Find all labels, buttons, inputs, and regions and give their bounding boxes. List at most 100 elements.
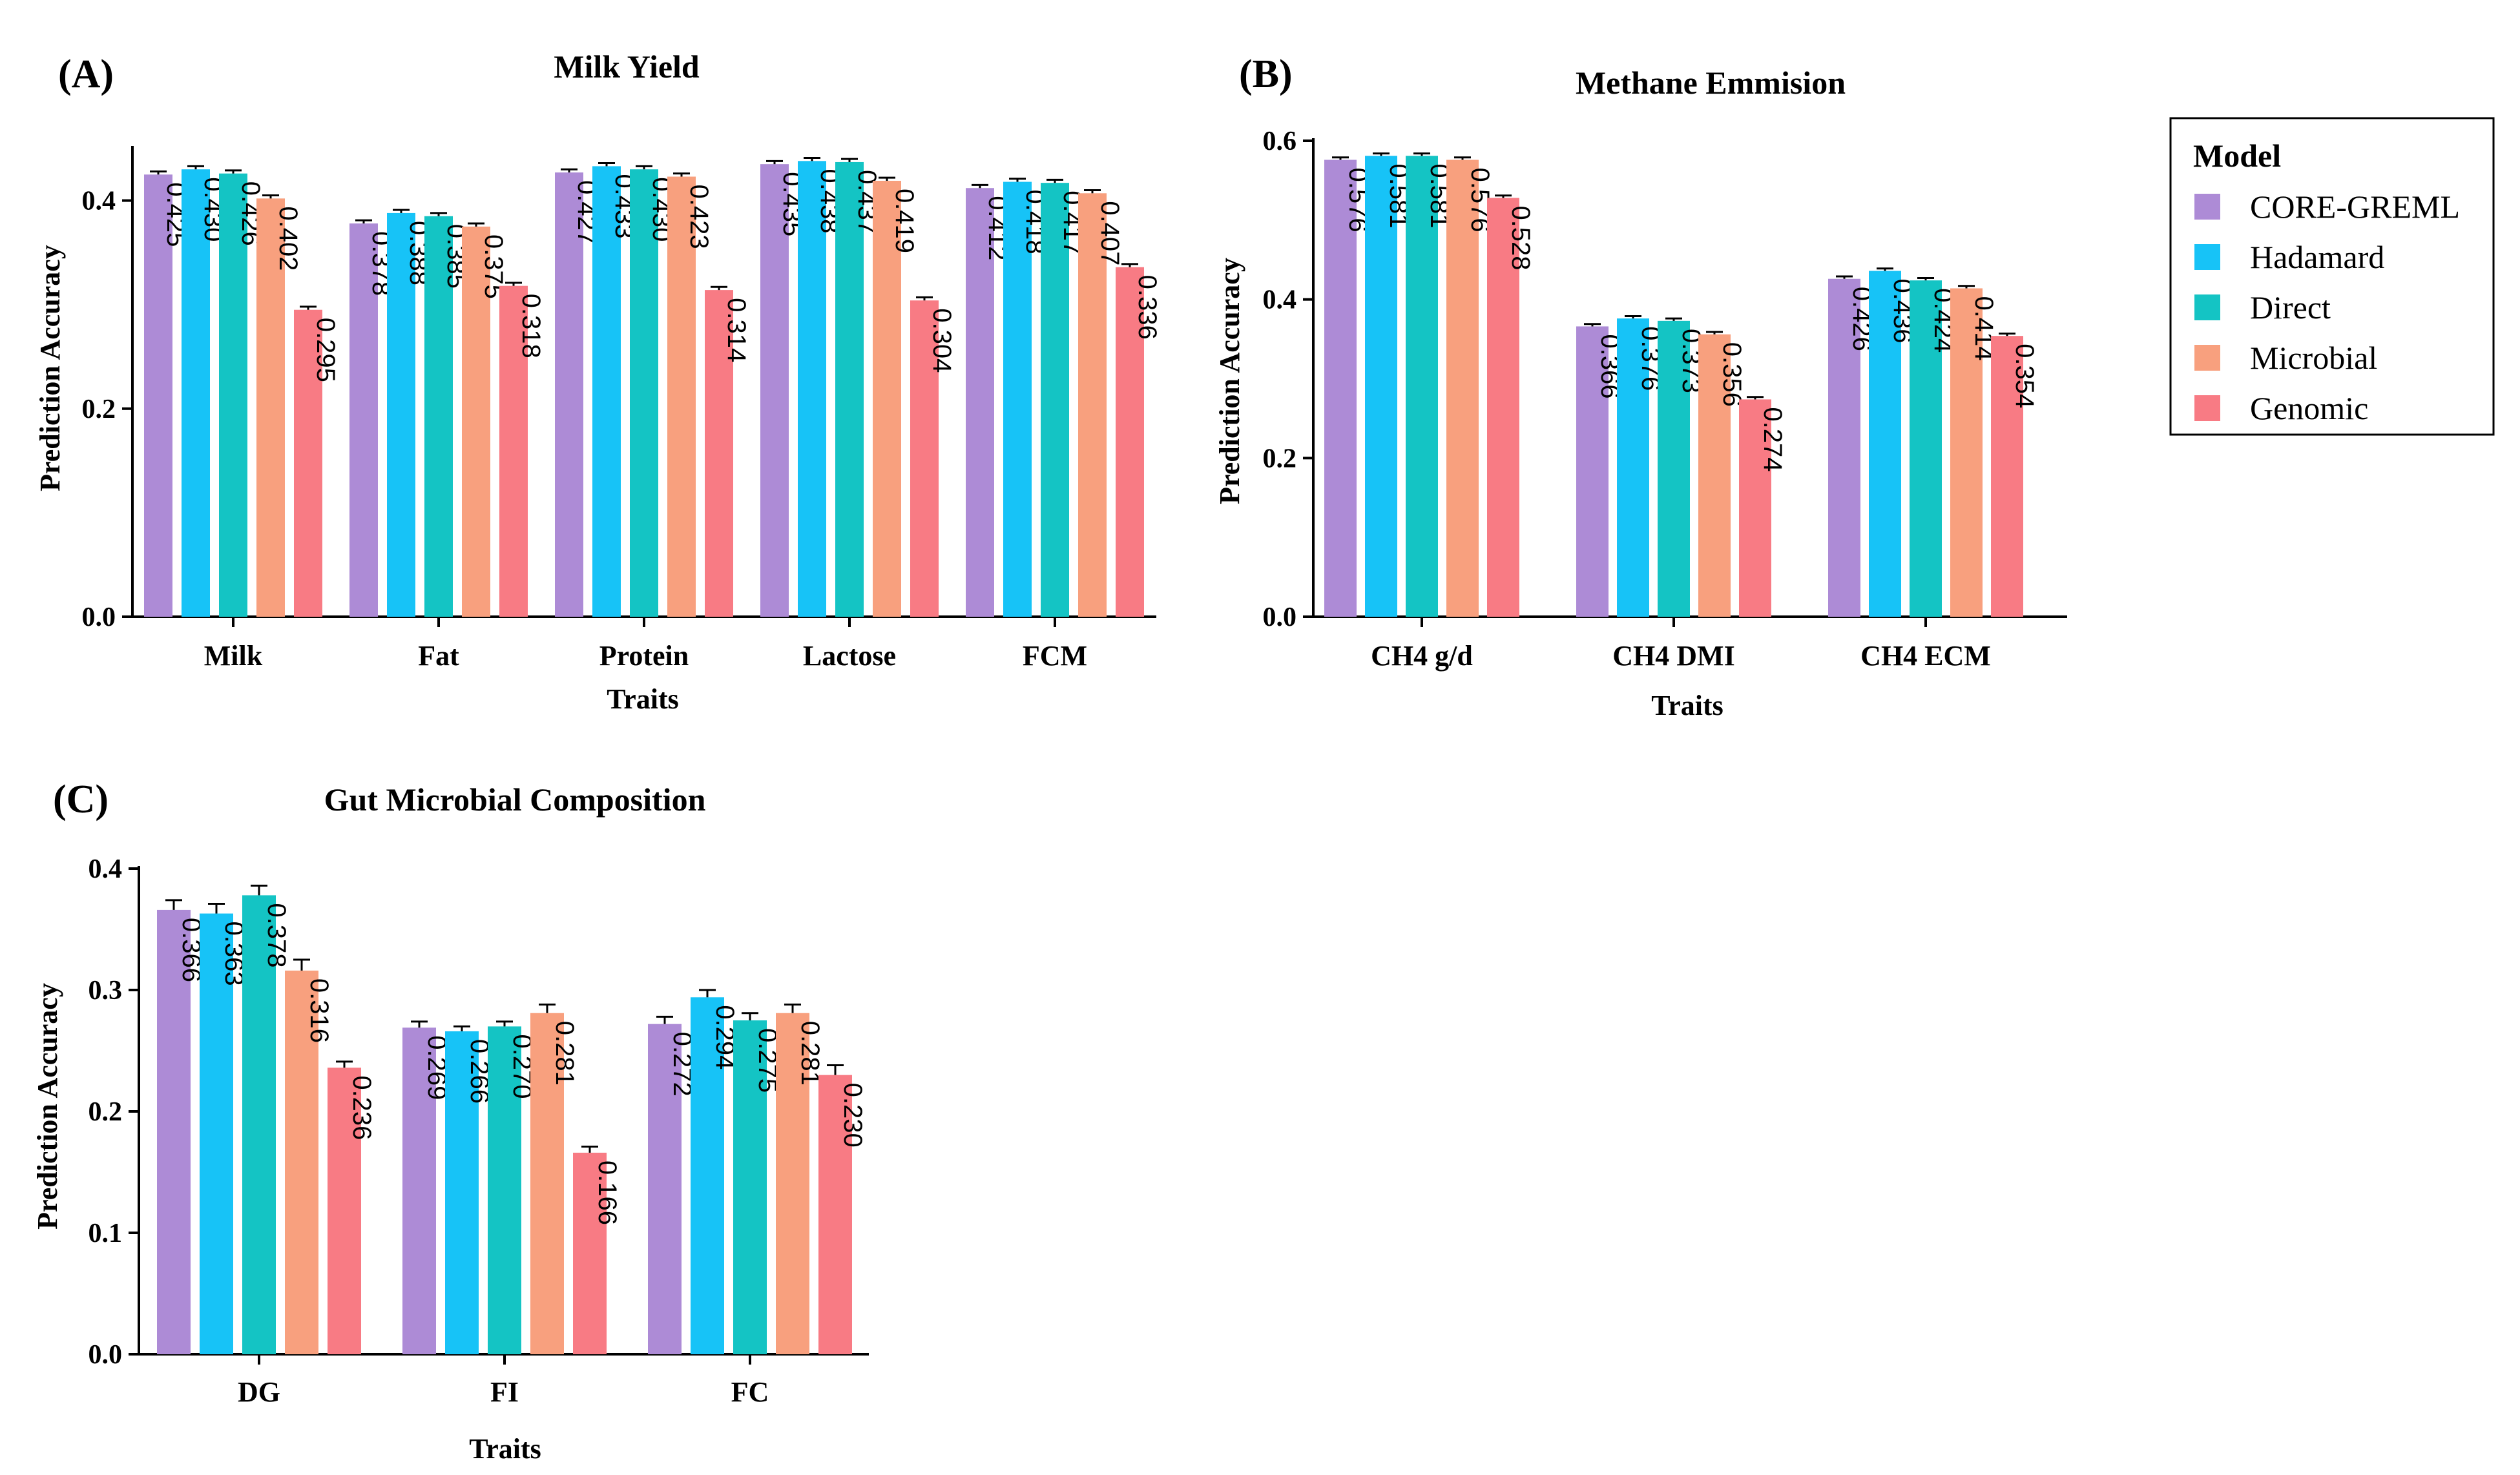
bar-direct-fcm [1041,183,1069,617]
data-label: 0.281 [550,1021,579,1086]
bar-hadamard-fat [387,212,415,617]
panel-a: (A) Milk Yield Prediction Accuracy Trait… [34,48,1161,715]
panel-c-ytick-label: 0.3 [89,976,123,1006]
data-label: 0.402 [274,206,302,271]
bar-direct-ch4-dmi [1658,320,1690,617]
panel-b-category-label: CH4 DMI [1612,640,1734,672]
data-label: 0.423 [685,185,713,249]
bar-genomic-ch4-ecm [1991,336,2023,617]
bar-core-greml-dg [157,909,191,1354]
bar-genomic-milk [294,309,322,617]
bar-core-greml-fat [349,223,378,617]
bar-hadamard-ch4-g-d [1365,156,1397,617]
panel-c-ytick-label: 0.4 [89,854,123,884]
panel-a-category-label: Protein [599,640,689,672]
panel-c-ylabel: Prediction Accuracy [32,983,63,1230]
data-label: 0.314 [722,298,751,362]
bar-microbial-lactose [873,180,901,617]
data-label: 0.378 [262,903,291,967]
panel-c: (C) Gut Microbial Composition Prediction… [32,778,869,1465]
panel-c-category-label: FI [490,1376,519,1408]
bar-hadamard-protein [592,166,621,617]
bar-microbial-milk [256,198,285,617]
bar-genomic-protein [705,290,733,617]
bar-microbial-fcm [1078,193,1107,617]
bar-core-greml-fi [402,1027,436,1354]
legend-label-direct: Direct [2250,289,2331,325]
data-label: 0.407 [1096,201,1124,265]
legend-swatch-core-greml [2194,194,2220,220]
bar-hadamard-fcm [1003,181,1032,617]
panel-a-category-label: FCM [1023,640,1087,672]
legend-label-hadamard: Hadamard [2250,239,2384,275]
data-label: 0.281 [796,1021,824,1086]
bar-hadamard-dg [200,913,233,1354]
panel-b-category-label: CH4 g/d [1371,640,1473,672]
bar-genomic-ch4-dmi [1739,399,1771,617]
bar-direct-protein [630,169,658,617]
bar-core-greml-milk [144,174,172,617]
data-label: 0.356 [1718,342,1746,407]
legend-items: CORE-GREML Hadamard Direct Microbial Genomic [2194,189,2460,426]
legend-box [2169,117,2495,436]
bar-hadamard-ch4-dmi [1617,318,1649,617]
panel-b-ytick-label: 0.6 [1263,127,1297,156]
bar-core-greml-lactose [760,164,789,617]
bar-direct-ch4-g-d [1406,156,1438,617]
panel-a-xlabel: Traits [607,683,679,715]
bar-microbial-fc [776,1013,809,1354]
panel-c-category-label: DG [238,1376,280,1408]
data-label: 0.236 [348,1075,376,1140]
panel-c-title: Gut Microbial Composition [324,781,706,818]
panel-c-xlabel: Traits [469,1433,541,1465]
data-label: 0.419 [890,189,919,253]
bar-microbial-fi [530,1013,564,1354]
legend-label-microbial: Microbial [2250,340,2377,376]
data-label: 0.318 [517,294,545,358]
panel-b-ylabel: Prediction Accuracy [1214,258,1245,504]
bar-microbial-protein [667,176,696,617]
panel-c-ytick-label: 0.2 [89,1097,123,1127]
panel-a-letter: (A) [58,52,114,96]
legend: Model CORE-GREML Hadamard Direct Microbial G… [2169,117,2495,436]
panel-a-ytick-label: 0.2 [82,395,116,424]
panel-b-title: Methane Emmision [1576,65,1846,101]
panel-a-ytick-label: 0.0 [82,603,116,632]
bar-genomic-lactose [910,300,939,617]
bar-genomic-fat [499,285,528,617]
bar-hadamard-ch4-ecm [1869,271,1901,617]
bar-direct-dg [242,895,276,1354]
bar-core-greml-fcm [966,188,994,617]
bar-direct-milk [219,173,247,617]
bar-microbial-fat [462,226,490,617]
bar-microbial-dg [285,970,318,1354]
bar-genomic-fcm [1116,267,1144,617]
panel-a-ytick-label: 0.4 [82,187,116,216]
panel-b-letter: (B) [1239,52,1293,96]
bar-microbial-ch4-g-d [1446,160,1479,617]
legend-title: Model [2193,138,2281,174]
panel-b-ytick-label: 0.0 [1263,603,1297,632]
data-label: 0.230 [838,1083,867,1148]
panel-b-category-label: CH4 ECM [1860,640,1991,672]
bar-core-greml-ch4-dmi [1576,326,1609,617]
legend-swatch-hadamard [2194,244,2220,270]
bar-direct-fat [424,216,453,617]
bar-hadamard-lactose [798,161,826,617]
panel-a-category-label: Fat [418,640,459,672]
panel-c-ytick-label: 0.1 [89,1219,123,1248]
legend-label-core-greml: CORE-GREML [2250,189,2460,225]
bar-hadamard-milk [182,169,210,617]
data-label: 0.166 [593,1160,621,1225]
panel-a-ylabel: Prediction Accuracy [34,245,66,491]
panel-b-ytick-label: 0.4 [1263,285,1297,315]
data-label: 0.274 [1758,407,1787,471]
bar-core-greml-ch4-ecm [1828,278,1860,617]
bar-genomic-ch4-g-d [1487,198,1519,617]
bar-genomic-fi [573,1152,607,1354]
bar-microbial-ch4-ecm [1950,288,1983,617]
